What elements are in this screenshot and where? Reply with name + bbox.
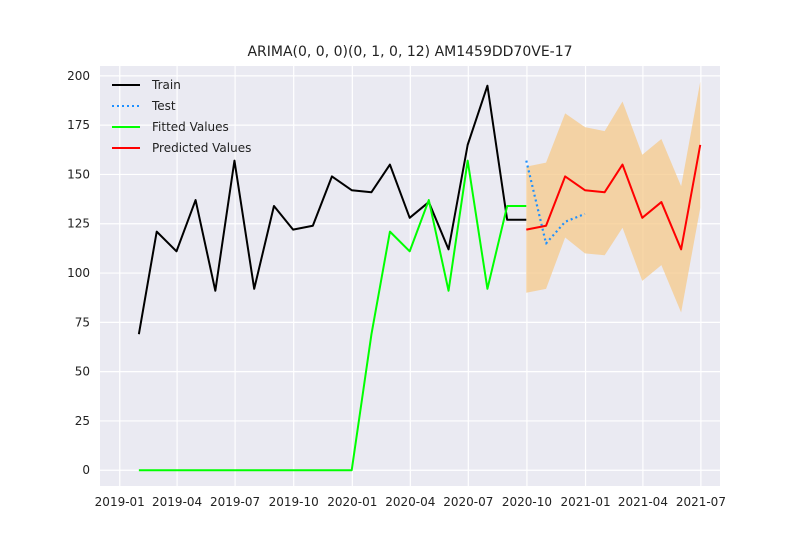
x-tick-label: 2020-07 — [443, 495, 493, 509]
x-tick-label: 2019-10 — [269, 495, 319, 509]
x-tick-label: 2021-07 — [676, 495, 726, 509]
x-axis-ticks: 2019-01 2019-04 2019-07 2019-10 2020-01 2020-… — [95, 495, 726, 509]
legend-label: Train — [151, 78, 181, 92]
y-tick-label: 175 — [67, 118, 90, 132]
legend: Train Test Fitted Values Predicted Values — [112, 78, 251, 155]
x-tick-label: 2019-07 — [210, 495, 260, 509]
x-tick-label: 2020-01 — [327, 495, 377, 509]
y-tick-label: 75 — [75, 315, 90, 329]
train-line — [137, 84, 527, 335]
confidence-band — [526, 81, 701, 313]
y-tick-label: 50 — [75, 365, 90, 379]
y-tick-label: 200 — [67, 69, 90, 83]
x-tick-label: 2021-04 — [618, 495, 668, 509]
x-tick-label: 2020-04 — [385, 495, 435, 509]
legend-label: Test — [151, 99, 176, 113]
y-tick-label: 125 — [67, 217, 90, 231]
x-tick-label: 2019-04 — [152, 495, 202, 509]
x-tick-label: 2021-01 — [560, 495, 610, 509]
y-tick-label: 150 — [67, 167, 90, 181]
y-tick-label: 25 — [75, 414, 90, 428]
confidence-band-area — [526, 81, 701, 313]
y-axis-ticks: 0 25 50 75 100 125 150 175 200 — [67, 69, 90, 477]
fitted-values-line — [138, 159, 527, 472]
legend-label: Fitted Values — [152, 120, 229, 134]
chart-title: ARIMA(0, 0, 0)(0, 1, 0, 12) AM1459DD70VE… — [247, 44, 572, 60]
series-lines — [137, 84, 702, 472]
y-tick-label: 0 — [82, 463, 90, 477]
y-tick-label: 100 — [67, 266, 90, 280]
x-tick-label: 2020-10 — [502, 495, 552, 509]
predicted-values-line — [526, 144, 702, 251]
x-tick-label: 2019-01 — [95, 495, 145, 509]
legend-label: Predicted Values — [152, 141, 251, 155]
